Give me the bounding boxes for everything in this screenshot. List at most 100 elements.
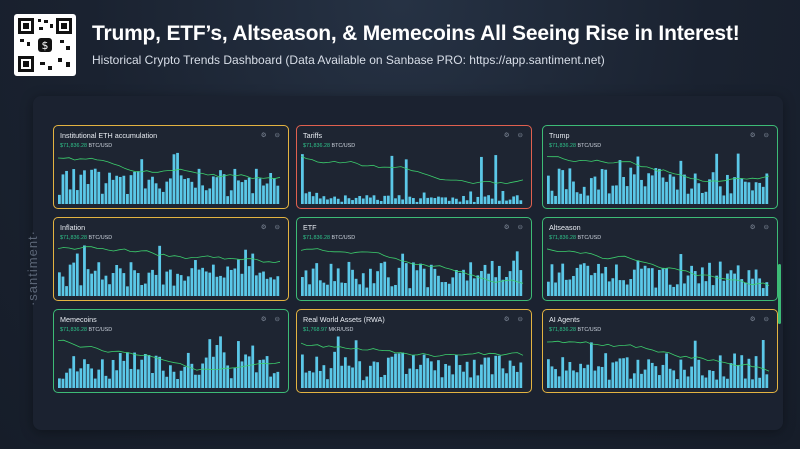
volume-bar [358, 196, 362, 204]
delete-icon[interactable]: ⊖ [763, 224, 769, 231]
volume-bar [93, 378, 97, 388]
chart-panel[interactable]: Altseason $71,836.28 BTC/USD ⚙ ⊖ [542, 217, 778, 301]
volume-bar [397, 353, 401, 388]
chart-panel[interactable]: Trump $71,836.28 BTC/USD ⚙ ⊖ [542, 125, 778, 209]
chart-panel[interactable]: ETF $71,836.28 BTC/USD ⚙ ⊖ [296, 217, 532, 301]
volume-bar [265, 278, 269, 296]
volume-bar [247, 266, 251, 296]
panel-pair: BTC/USD [88, 143, 113, 149]
volume-bar [650, 362, 654, 388]
volume-bar [490, 198, 494, 204]
volume-bar [100, 279, 104, 296]
volume-bar [490, 374, 494, 388]
volume-bar [557, 272, 561, 296]
settings-icon[interactable]: ⚙ [503, 132, 510, 139]
volume-bar [618, 280, 622, 296]
panel-price-pair: $71,836.28 BTC/USD [60, 143, 112, 149]
volume-bar [122, 360, 126, 388]
panel-actions: ⚙ ⊖ [496, 315, 523, 323]
volume-bar [593, 272, 597, 296]
volume-bar [343, 357, 347, 388]
delete-icon[interactable]: ⊖ [517, 132, 523, 139]
volume-bar [311, 268, 315, 296]
delete-icon[interactable]: ⊖ [517, 316, 523, 323]
volume-bar [679, 359, 683, 388]
delete-icon[interactable]: ⊖ [517, 224, 523, 231]
panel-price-pair: $71,836.28 BTC/USD [303, 235, 355, 241]
volume-bar [622, 177, 625, 204]
volume-bar [165, 181, 169, 204]
volume-bar [622, 280, 625, 296]
volume-bar [715, 379, 719, 388]
volume-bar [607, 193, 611, 204]
settings-icon[interactable]: ⚙ [260, 224, 267, 231]
volume-bar [740, 279, 744, 296]
volume-bar [505, 373, 508, 388]
volume-bar [197, 374, 201, 388]
volume-bar [183, 179, 187, 204]
volume-bar [222, 277, 226, 296]
chart-panel[interactable]: Real World Assets (RWA) $1,768.97 MKR/USD… [296, 309, 532, 393]
settings-icon[interactable]: ⚙ [503, 224, 510, 231]
scrollbar[interactable] [778, 264, 781, 324]
volume-bar [600, 273, 604, 296]
volume-bar [422, 354, 426, 388]
volume-bar [222, 352, 226, 388]
volume-bar [326, 199, 329, 204]
volume-bar [579, 193, 583, 204]
volume-bar [586, 195, 590, 204]
volume-bar [622, 358, 625, 388]
delete-icon[interactable]: ⊖ [274, 132, 280, 139]
volume-bar [515, 251, 519, 296]
volume-bar [179, 175, 183, 204]
volume-bar [550, 190, 554, 204]
volume-bar [625, 186, 629, 204]
volume-bar [480, 271, 483, 296]
volume-bar [758, 377, 762, 388]
volume-bar [604, 169, 608, 204]
volume-bar [629, 167, 633, 204]
volume-bar [505, 200, 508, 204]
volume-bar [186, 178, 190, 204]
chart-panel[interactable]: Inflation $71,836.28 BTC/USD ⚙ ⊖ [53, 217, 289, 301]
volume-bar [140, 285, 144, 296]
volume-bar [704, 281, 708, 296]
volume-bar [161, 191, 165, 204]
settings-icon[interactable]: ⚙ [749, 132, 756, 139]
volume-bar [589, 342, 593, 388]
settings-icon[interactable]: ⚙ [503, 316, 510, 323]
volume-bar [668, 174, 672, 204]
volume-bar [465, 361, 469, 388]
settings-icon[interactable]: ⚙ [260, 316, 267, 323]
settings-icon[interactable]: ⚙ [749, 316, 756, 323]
volume-bar [547, 175, 550, 204]
volume-bar [447, 283, 451, 296]
volume-bar [733, 177, 736, 204]
volume-bar [675, 379, 679, 388]
volume-bar [743, 378, 747, 388]
chart-panel[interactable]: Institutional ETH accumulation $71,836.28… [53, 125, 289, 209]
chart-panel[interactable]: AI Agents $71,836.28 BTC/USD ⚙ ⊖ [542, 309, 778, 393]
settings-icon[interactable]: ⚙ [749, 224, 756, 231]
volume-bar [254, 275, 258, 296]
settings-icon[interactable]: ⚙ [260, 132, 267, 139]
volume-bar [672, 286, 676, 296]
volume-bar [186, 352, 190, 388]
volume-bar [372, 195, 376, 204]
volume-bar [697, 183, 701, 204]
volume-bar [308, 370, 311, 388]
chart-panel[interactable]: Tariffs $71,836.28 BTC/USD ⚙ ⊖ [296, 125, 532, 209]
volume-bar [564, 189, 568, 204]
volume-bar [636, 359, 640, 388]
volume-bar [758, 278, 762, 296]
delete-icon[interactable]: ⊖ [274, 316, 280, 323]
volume-bar [643, 265, 647, 296]
panel-chart [58, 245, 281, 296]
chart-panel[interactable]: Memecoins $71,836.28 BTC/USD ⚙ ⊖ [53, 309, 289, 393]
delete-icon[interactable]: ⊖ [274, 224, 280, 231]
delete-icon[interactable]: ⊖ [763, 132, 769, 139]
delete-icon[interactable]: ⊖ [763, 316, 769, 323]
volume-bar [483, 357, 487, 388]
volume-bar [715, 153, 719, 204]
volume-bar [561, 170, 565, 204]
